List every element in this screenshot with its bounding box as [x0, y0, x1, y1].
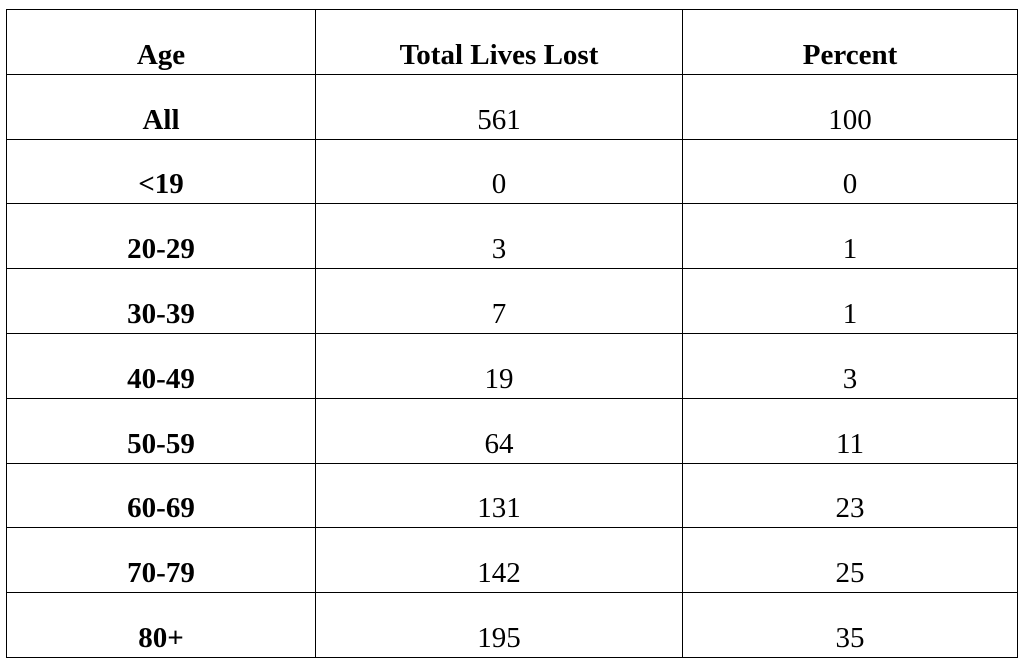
table-row: 60-69 131 23	[6, 462, 1018, 529]
table-row: 30-39 7 1	[6, 268, 1018, 334]
table-row: 50-59 64 11	[6, 397, 1018, 464]
header-percent: Percent	[682, 9, 1018, 75]
percent-cell: 11	[682, 397, 1018, 464]
age-cell: 80+	[6, 592, 316, 658]
lives-lost-cell: 142	[315, 527, 683, 594]
table-row: <19 0 0	[6, 138, 1018, 205]
percent-cell: 1	[682, 268, 1018, 334]
table-row: 70-79 142 25	[6, 527, 1018, 594]
percent-cell: 35	[682, 592, 1018, 658]
age-cell: 30-39	[6, 268, 316, 334]
lives-lost-cell: 3	[315, 203, 683, 270]
header-row: Age Total Lives Lost Percent	[6, 9, 1018, 75]
percent-cell: 25	[682, 527, 1018, 594]
percent-cell: 23	[682, 462, 1018, 529]
lives-lost-cell: 7	[315, 268, 683, 334]
age-cell: All	[6, 73, 316, 140]
lives-lost-cell: 64	[315, 397, 683, 464]
age-cell: 40-49	[6, 332, 316, 399]
percent-cell: 0	[682, 138, 1018, 205]
table-row: 80+ 195 35	[6, 592, 1018, 658]
percent-cell: 100	[682, 73, 1018, 140]
lives-lost-cell: 19	[315, 332, 683, 399]
percent-cell: 3	[682, 332, 1018, 399]
age-cell: 60-69	[6, 462, 316, 529]
lives-lost-cell: 0	[315, 138, 683, 205]
age-cell: 50-59	[6, 397, 316, 464]
lives-lost-cell: 131	[315, 462, 683, 529]
age-cell: 20-29	[6, 203, 316, 270]
lives-lost-cell: 561	[315, 73, 683, 140]
lives-lost-cell: 195	[315, 592, 683, 658]
age-cell: <19	[6, 138, 316, 205]
table-row: All 561 100	[6, 73, 1018, 140]
header-age: Age	[6, 9, 316, 75]
table-row: 20-29 3 1	[6, 203, 1018, 270]
age-cell: 70-79	[6, 527, 316, 594]
table-row: 40-49 19 3	[6, 332, 1018, 399]
percent-cell: 1	[682, 203, 1018, 270]
header-total-lives-lost: Total Lives Lost	[315, 9, 683, 75]
lives-lost-table: Age Total Lives Lost Percent All 561 100…	[6, 9, 1018, 658]
